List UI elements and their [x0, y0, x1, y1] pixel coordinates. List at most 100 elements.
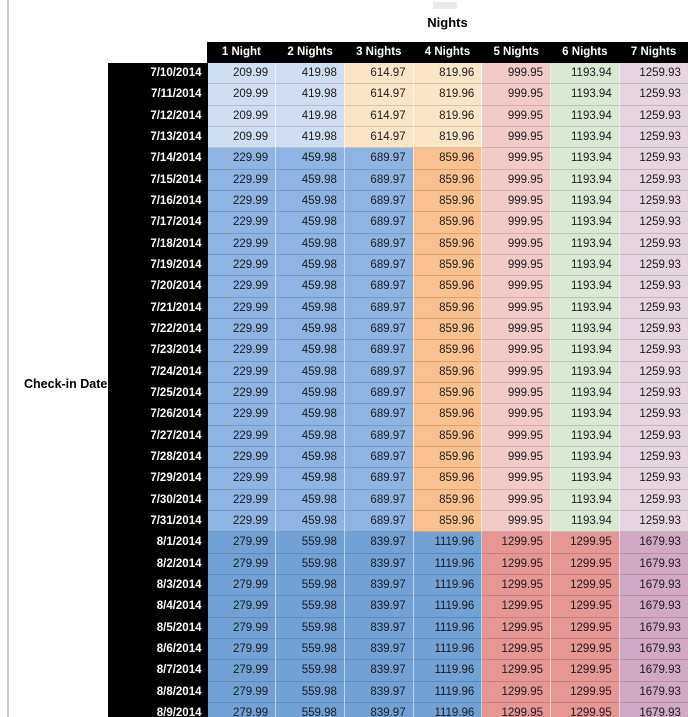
price-cell[interactable]: 559.98: [275, 701, 345, 717]
date-cell[interactable]: 7/28/2014: [108, 446, 207, 468]
price-cell[interactable]: 459.98: [275, 275, 345, 298]
price-cell[interactable]: 1259.93: [618, 189, 688, 212]
date-cell[interactable]: 7/25/2014: [108, 382, 207, 404]
price-cell[interactable]: 279.99: [206, 573, 276, 596]
price-cell[interactable]: 999.95: [481, 104, 551, 127]
price-cell[interactable]: 1193.94: [550, 403, 620, 426]
price-cell[interactable]: 279.99: [206, 637, 276, 660]
price-cell[interactable]: 229.99: [206, 424, 276, 447]
price-cell[interactable]: 459.98: [275, 509, 345, 532]
price-cell[interactable]: 819.96: [412, 125, 482, 148]
date-cell[interactable]: 7/21/2014: [108, 297, 207, 319]
price-cell[interactable]: 999.95: [481, 125, 551, 148]
price-cell[interactable]: 459.98: [275, 296, 345, 319]
price-cell[interactable]: 1193.94: [550, 125, 620, 148]
price-cell[interactable]: 279.99: [206, 595, 276, 618]
price-cell[interactable]: 1193.94: [550, 360, 620, 383]
price-cell[interactable]: 999.95: [481, 232, 551, 255]
price-cell[interactable]: 1299.95: [481, 659, 551, 682]
date-cell[interactable]: 7/16/2014: [108, 190, 207, 212]
price-cell[interactable]: 859.96: [412, 296, 482, 319]
price-cell[interactable]: 1193.94: [550, 488, 620, 511]
price-cell[interactable]: 1259.93: [618, 488, 688, 511]
date-cell[interactable]: 7/13/2014: [108, 126, 207, 148]
price-cell[interactable]: 859.96: [412, 360, 482, 383]
price-cell[interactable]: 689.97: [343, 509, 414, 532]
price-cell[interactable]: 459.98: [275, 189, 345, 212]
price-cell[interactable]: 1193.94: [550, 317, 620, 340]
price-cell[interactable]: 459.98: [275, 467, 345, 490]
price-cell[interactable]: 839.97: [343, 531, 414, 554]
price-cell[interactable]: 559.98: [275, 616, 345, 639]
price-cell[interactable]: 1299.95: [481, 701, 551, 717]
price-cell[interactable]: 859.96: [412, 424, 482, 447]
price-cell[interactable]: 999.95: [481, 189, 551, 212]
price-cell[interactable]: 859.96: [412, 488, 482, 511]
price-cell[interactable]: 1193.94: [550, 445, 620, 468]
price-cell[interactable]: 1119.96: [412, 659, 482, 682]
price-cell[interactable]: 1299.95: [550, 680, 620, 703]
price-cell[interactable]: 279.99: [206, 552, 276, 575]
price-cell[interactable]: 1299.95: [550, 595, 620, 618]
date-cell[interactable]: 7/11/2014: [108, 83, 207, 106]
price-cell[interactable]: 999.95: [481, 488, 551, 511]
price-cell[interactable]: 1679.93: [618, 552, 688, 575]
price-cell[interactable]: 1299.95: [481, 680, 551, 703]
price-cell[interactable]: 209.99: [206, 104, 276, 127]
date-cell[interactable]: 7/26/2014: [108, 403, 207, 426]
price-cell[interactable]: 1119.96: [412, 616, 482, 639]
price-cell[interactable]: 1679.93: [618, 595, 688, 618]
date-cell[interactable]: 7/14/2014: [108, 147, 207, 170]
column-header[interactable]: 2 Nights: [275, 42, 345, 63]
price-cell[interactable]: 459.98: [275, 360, 345, 383]
date-cell[interactable]: 8/7/2014: [108, 659, 207, 682]
price-cell[interactable]: 859.96: [412, 381, 482, 404]
price-cell[interactable]: 1259.93: [618, 467, 688, 490]
price-cell[interactable]: 459.98: [275, 403, 345, 426]
price-cell[interactable]: 614.97: [343, 61, 414, 84]
price-cell[interactable]: 229.99: [206, 467, 276, 490]
price-cell[interactable]: 229.99: [206, 253, 276, 276]
price-cell[interactable]: 999.95: [481, 424, 551, 447]
price-cell[interactable]: 1679.93: [618, 659, 688, 682]
price-cell[interactable]: 859.96: [412, 253, 482, 276]
price-cell[interactable]: 689.97: [343, 147, 414, 170]
price-cell[interactable]: 229.99: [206, 296, 276, 319]
price-cell[interactable]: 614.97: [343, 83, 414, 106]
price-cell[interactable]: 859.96: [412, 147, 482, 170]
date-cell[interactable]: 7/24/2014: [108, 361, 207, 383]
price-cell[interactable]: 1299.95: [481, 573, 551, 596]
price-cell[interactable]: 999.95: [481, 168, 551, 191]
price-cell[interactable]: 1299.95: [550, 573, 620, 596]
price-cell[interactable]: 1193.94: [550, 275, 620, 298]
price-cell[interactable]: 689.97: [343, 232, 414, 255]
price-cell[interactable]: 999.95: [481, 339, 551, 362]
price-cell[interactable]: 839.97: [343, 616, 414, 639]
price-cell[interactable]: 689.97: [343, 339, 414, 362]
price-cell[interactable]: 999.95: [481, 61, 551, 84]
price-cell[interactable]: 1193.94: [550, 189, 620, 212]
column-header[interactable]: 3 Nights: [344, 42, 414, 63]
price-cell[interactable]: 559.98: [275, 680, 345, 703]
price-cell[interactable]: 459.98: [275, 424, 345, 447]
date-cell[interactable]: 7/12/2014: [108, 105, 207, 127]
price-cell[interactable]: 839.97: [343, 595, 414, 618]
price-cell[interactable]: 559.98: [275, 659, 345, 682]
price-cell[interactable]: 1259.93: [618, 61, 688, 84]
price-cell[interactable]: 999.95: [481, 83, 551, 106]
date-cell[interactable]: 8/6/2014: [108, 638, 207, 660]
price-cell[interactable]: 229.99: [206, 168, 276, 191]
price-cell[interactable]: 229.99: [206, 317, 276, 340]
price-cell[interactable]: 999.95: [481, 253, 551, 276]
price-cell[interactable]: 1679.93: [618, 680, 688, 703]
price-cell[interactable]: 614.97: [343, 125, 414, 148]
price-cell[interactable]: 559.98: [275, 552, 345, 575]
price-cell[interactable]: 1259.93: [618, 296, 688, 319]
price-cell[interactable]: 1299.95: [481, 616, 551, 639]
price-cell[interactable]: 1679.93: [618, 637, 688, 660]
price-cell[interactable]: 1299.95: [481, 595, 551, 618]
price-cell[interactable]: 1299.95: [481, 552, 551, 575]
column-header[interactable]: 6 Nights: [550, 42, 620, 63]
price-cell[interactable]: 1259.93: [618, 147, 688, 170]
column-header[interactable]: 1 Night: [207, 42, 276, 63]
